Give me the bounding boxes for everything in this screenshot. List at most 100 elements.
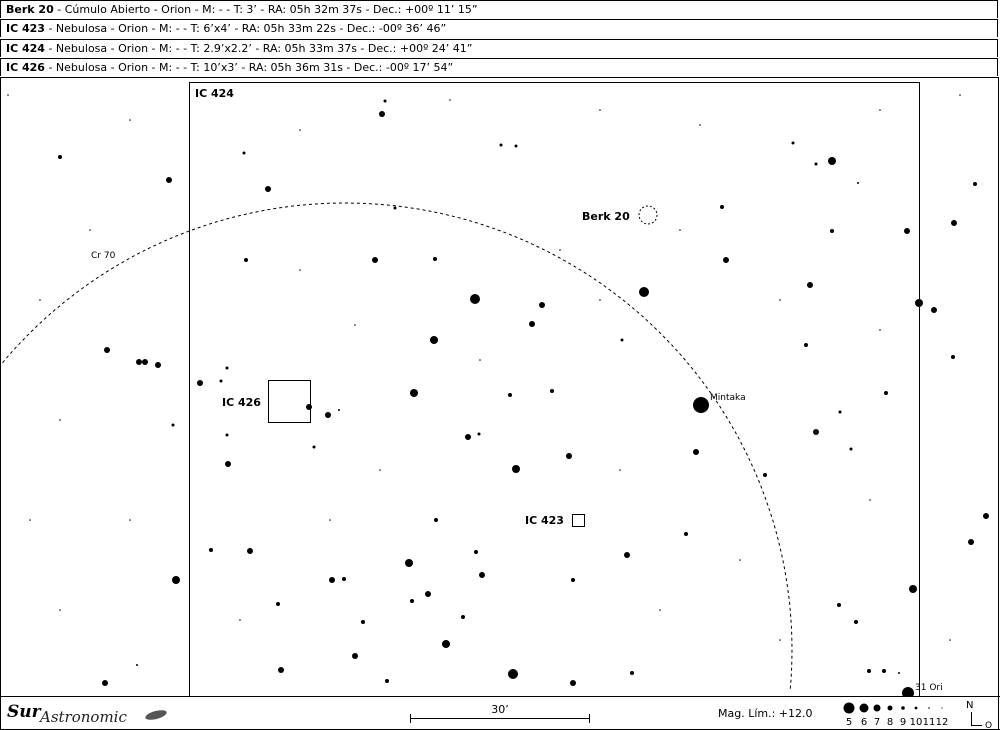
star bbox=[306, 404, 312, 410]
star bbox=[973, 182, 977, 186]
star bbox=[247, 548, 253, 554]
ic423-marker[interactable] bbox=[572, 514, 585, 527]
star bbox=[983, 513, 989, 519]
mag-legend-label: 6 bbox=[861, 717, 867, 728]
star bbox=[59, 609, 61, 611]
star bbox=[904, 228, 910, 234]
object-info-row: IC 423 - Nebulosa - Orion - M: - - T: 6’… bbox=[0, 19, 998, 38]
star bbox=[155, 362, 161, 368]
star bbox=[197, 380, 203, 386]
star bbox=[352, 653, 358, 659]
object-details: - Nebulosa - Orion - M: - - T: 6’x4’ - R… bbox=[44, 22, 447, 36]
object-info-row: IC 424 - Nebulosa - Orion - M: - - T: 2.… bbox=[0, 38, 998, 57]
ic426-label: IC 426 bbox=[222, 396, 261, 409]
ic424-label: IC 424 bbox=[195, 87, 234, 100]
star bbox=[869, 499, 871, 501]
star bbox=[857, 182, 859, 184]
mag-legend-label: 10 bbox=[910, 717, 923, 728]
star bbox=[405, 559, 413, 567]
cr70-label: Cr 70 bbox=[91, 251, 116, 261]
mag-legend-label: 9 bbox=[900, 717, 906, 728]
star bbox=[29, 519, 31, 521]
mag-legend-dot bbox=[941, 707, 943, 709]
star bbox=[329, 577, 335, 583]
svg-text:Astronomic: Astronomic bbox=[38, 708, 127, 726]
star bbox=[342, 577, 346, 581]
star bbox=[959, 94, 961, 96]
star bbox=[461, 615, 465, 619]
berk20-label: Berk 20 bbox=[582, 210, 630, 223]
star bbox=[433, 257, 437, 261]
star bbox=[879, 109, 881, 111]
star bbox=[129, 519, 131, 521]
svg-text:O: O bbox=[985, 721, 992, 730]
star bbox=[242, 151, 246, 155]
star bbox=[599, 109, 601, 111]
star bbox=[434, 518, 438, 522]
mag-legend-label: 8 bbox=[887, 717, 893, 728]
star bbox=[813, 429, 819, 435]
object-name: IC 423 bbox=[6, 22, 45, 36]
star bbox=[239, 619, 241, 621]
star bbox=[968, 539, 974, 545]
star bbox=[442, 640, 450, 648]
star bbox=[508, 393, 512, 397]
ic423-label: IC 423 bbox=[525, 514, 564, 527]
object-details: - Cúmulo Abierto - Orion - M: - - T: 3’ … bbox=[53, 3, 478, 16]
star bbox=[312, 445, 316, 449]
star bbox=[693, 449, 699, 455]
mag-legend-label: 7 bbox=[874, 717, 880, 728]
star bbox=[779, 639, 781, 641]
star bbox=[104, 347, 110, 353]
berk20-marker[interactable] bbox=[638, 205, 658, 225]
mag-legend-dot bbox=[843, 702, 855, 714]
star bbox=[514, 144, 518, 148]
star bbox=[529, 321, 535, 327]
star bbox=[879, 329, 881, 331]
star bbox=[539, 302, 545, 308]
star bbox=[884, 391, 888, 395]
star bbox=[599, 299, 601, 301]
object-name: IC 424 bbox=[6, 41, 45, 55]
star bbox=[639, 287, 649, 297]
star bbox=[299, 269, 301, 271]
star bbox=[566, 453, 572, 459]
star bbox=[882, 669, 886, 673]
mintaka-label: Mintaka bbox=[710, 393, 746, 403]
star bbox=[276, 602, 280, 606]
star bbox=[278, 667, 284, 673]
star bbox=[679, 229, 681, 231]
chart-frame bbox=[0, 77, 999, 730]
object-name: IC 426 bbox=[6, 60, 45, 74]
mag-legend-dot bbox=[859, 703, 869, 713]
star bbox=[931, 307, 937, 313]
star bbox=[684, 532, 688, 536]
star bbox=[477, 432, 481, 436]
star bbox=[512, 465, 520, 473]
star bbox=[849, 447, 853, 451]
star bbox=[739, 559, 741, 561]
star bbox=[699, 124, 701, 126]
mag-legend-dot bbox=[873, 704, 881, 712]
star bbox=[659, 609, 661, 611]
star bbox=[171, 423, 175, 427]
star bbox=[837, 603, 841, 607]
mag-legend-label: 5 bbox=[846, 717, 852, 728]
star bbox=[379, 111, 385, 117]
object-details: - Nebulosa - Orion - M: - - T: 2.9’x2.2’… bbox=[44, 41, 473, 55]
star bbox=[172, 576, 180, 584]
star bbox=[814, 162, 818, 166]
star bbox=[465, 434, 471, 440]
star bbox=[951, 220, 957, 226]
object-name: Berk 20 bbox=[6, 3, 54, 16]
star bbox=[166, 177, 172, 183]
star bbox=[385, 679, 389, 683]
star bbox=[474, 550, 478, 554]
ic426-marker[interactable] bbox=[268, 380, 311, 423]
star bbox=[830, 229, 834, 233]
star bbox=[470, 294, 480, 304]
object-info-row: IC 426 - Nebulosa - Orion - M: - - T: 10… bbox=[0, 57, 998, 76]
mag-legend-label: 12 bbox=[936, 717, 949, 728]
star bbox=[425, 591, 431, 597]
